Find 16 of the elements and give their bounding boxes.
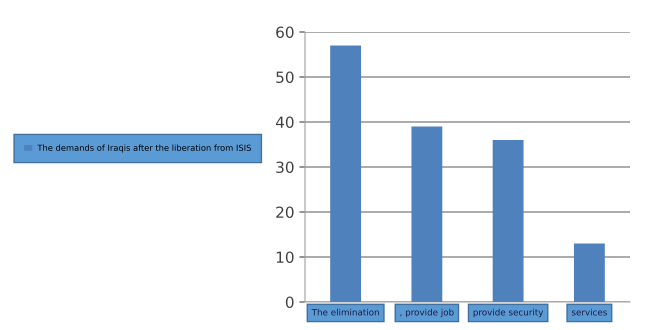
bar	[411, 126, 442, 302]
x-tick-label: The elimination	[312, 308, 379, 316]
y-tick-label: 20	[276, 206, 294, 218]
y-tick-label: 50	[276, 71, 294, 84]
bar	[574, 244, 605, 302]
legend-label: The demands of Iraqis after the liberation from ISIS	[37, 144, 251, 153]
x-tick-label: services	[572, 308, 607, 316]
x-tick-label: provide security	[474, 308, 544, 318]
y-tick-label: 60	[276, 26, 294, 38]
bar	[492, 140, 524, 302]
y-tick-label: 30	[276, 161, 294, 174]
y-tick-label: 0	[286, 296, 294, 308]
y-tick-label: 40	[276, 116, 294, 128]
y-tick-label: 10	[276, 251, 294, 264]
x-tick-label: , provide job	[400, 308, 454, 318]
bar	[330, 46, 362, 302]
